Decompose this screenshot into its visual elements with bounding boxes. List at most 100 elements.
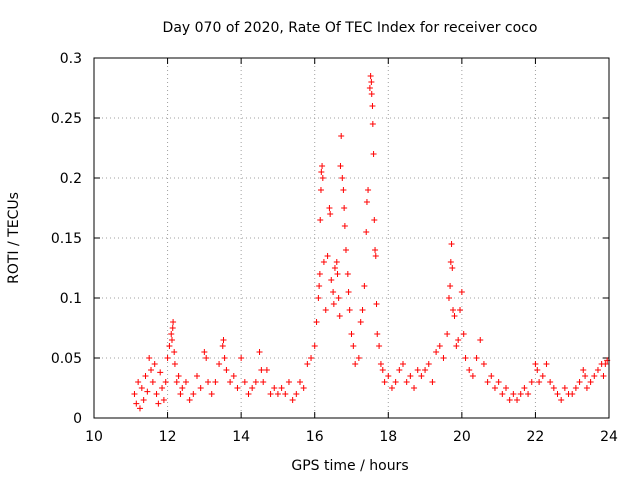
y-tick-label: 0.2 (60, 171, 82, 187)
chart-title: Day 070 of 2020, Rate Of TEC Index for r… (163, 20, 538, 36)
data-point (422, 367, 429, 373)
x-tick-label: 24 (600, 429, 618, 445)
data-point (315, 295, 322, 301)
data-point (285, 379, 292, 385)
data-point (510, 391, 517, 397)
data-point (171, 349, 178, 355)
data-point (334, 271, 341, 277)
data-point (171, 361, 178, 367)
data-point (372, 253, 379, 259)
data-point (326, 205, 333, 211)
data-point (170, 319, 177, 325)
data-point (451, 313, 458, 319)
data-point (274, 391, 281, 397)
y-tick-label: 0 (73, 411, 82, 427)
data-point (182, 379, 189, 385)
data-point (381, 379, 388, 385)
data-point (433, 349, 440, 355)
data-points (131, 73, 611, 412)
data-point (140, 397, 147, 403)
data-point (293, 391, 300, 397)
data-point (234, 385, 241, 391)
data-point (318, 169, 325, 175)
data-point (450, 307, 457, 313)
data-point (155, 400, 162, 407)
data-point (447, 283, 454, 289)
x-tick-label: 22 (527, 429, 545, 445)
data-point (278, 385, 285, 391)
data-point (357, 319, 364, 325)
data-point (371, 217, 378, 223)
data-point (503, 385, 509, 391)
data-point (142, 373, 149, 379)
data-point (175, 373, 182, 379)
data-point (444, 331, 451, 337)
data-point (330, 289, 337, 295)
data-point (363, 229, 370, 235)
data-point (194, 373, 200, 379)
data-point (322, 307, 329, 313)
data-point (208, 391, 215, 397)
data-point (300, 385, 307, 391)
data-point (532, 361, 539, 367)
data-point (517, 391, 524, 397)
data-point (230, 373, 237, 379)
x-tick-label: 18 (379, 429, 397, 445)
data-point (543, 361, 550, 367)
data-point (135, 379, 142, 385)
data-point (346, 307, 353, 313)
data-point (365, 187, 372, 193)
data-point (348, 331, 355, 337)
data-point (328, 277, 335, 283)
data-point (440, 355, 447, 361)
data-point (594, 367, 601, 373)
data-point (403, 379, 410, 385)
data-point (350, 343, 357, 349)
data-point (238, 355, 245, 361)
data-point (258, 367, 265, 373)
data-point (333, 259, 340, 265)
data-point (473, 355, 480, 361)
y-tick-label: 0.05 (51, 351, 82, 367)
plot-frame (93, 57, 610, 419)
data-point (367, 73, 374, 79)
data-point (377, 361, 384, 367)
x-tick-label: 20 (453, 429, 471, 445)
data-point (319, 163, 326, 169)
data-point (572, 385, 579, 391)
data-point (499, 391, 506, 397)
data-point (366, 85, 373, 91)
data-point (453, 343, 460, 349)
data-point (252, 379, 259, 385)
data-point (263, 367, 270, 373)
data-point (341, 205, 348, 211)
data-point (400, 361, 406, 367)
data-point (361, 283, 368, 289)
data-point (448, 241, 455, 247)
data-point (392, 379, 399, 385)
data-point (488, 373, 495, 379)
data-point (469, 373, 476, 379)
data-point (344, 271, 351, 277)
data-point (374, 331, 381, 337)
data-point (148, 367, 155, 373)
data-point (133, 400, 140, 407)
data-point (376, 343, 383, 349)
data-point (582, 373, 589, 379)
data-point (525, 391, 532, 397)
y-axis-label: ROTI / TECUs (6, 192, 22, 284)
data-point (330, 301, 337, 307)
data-point (138, 385, 145, 391)
data-point (583, 385, 590, 391)
data-point (462, 355, 469, 361)
data-point (363, 199, 370, 205)
data-point (554, 391, 561, 397)
data-point (491, 385, 498, 391)
data-point (308, 355, 315, 361)
data-point (369, 103, 376, 109)
x-tick-label: 10 (85, 429, 103, 445)
data-point (223, 367, 230, 373)
data-point (197, 385, 204, 391)
data-point (136, 405, 143, 412)
data-point (407, 373, 414, 379)
